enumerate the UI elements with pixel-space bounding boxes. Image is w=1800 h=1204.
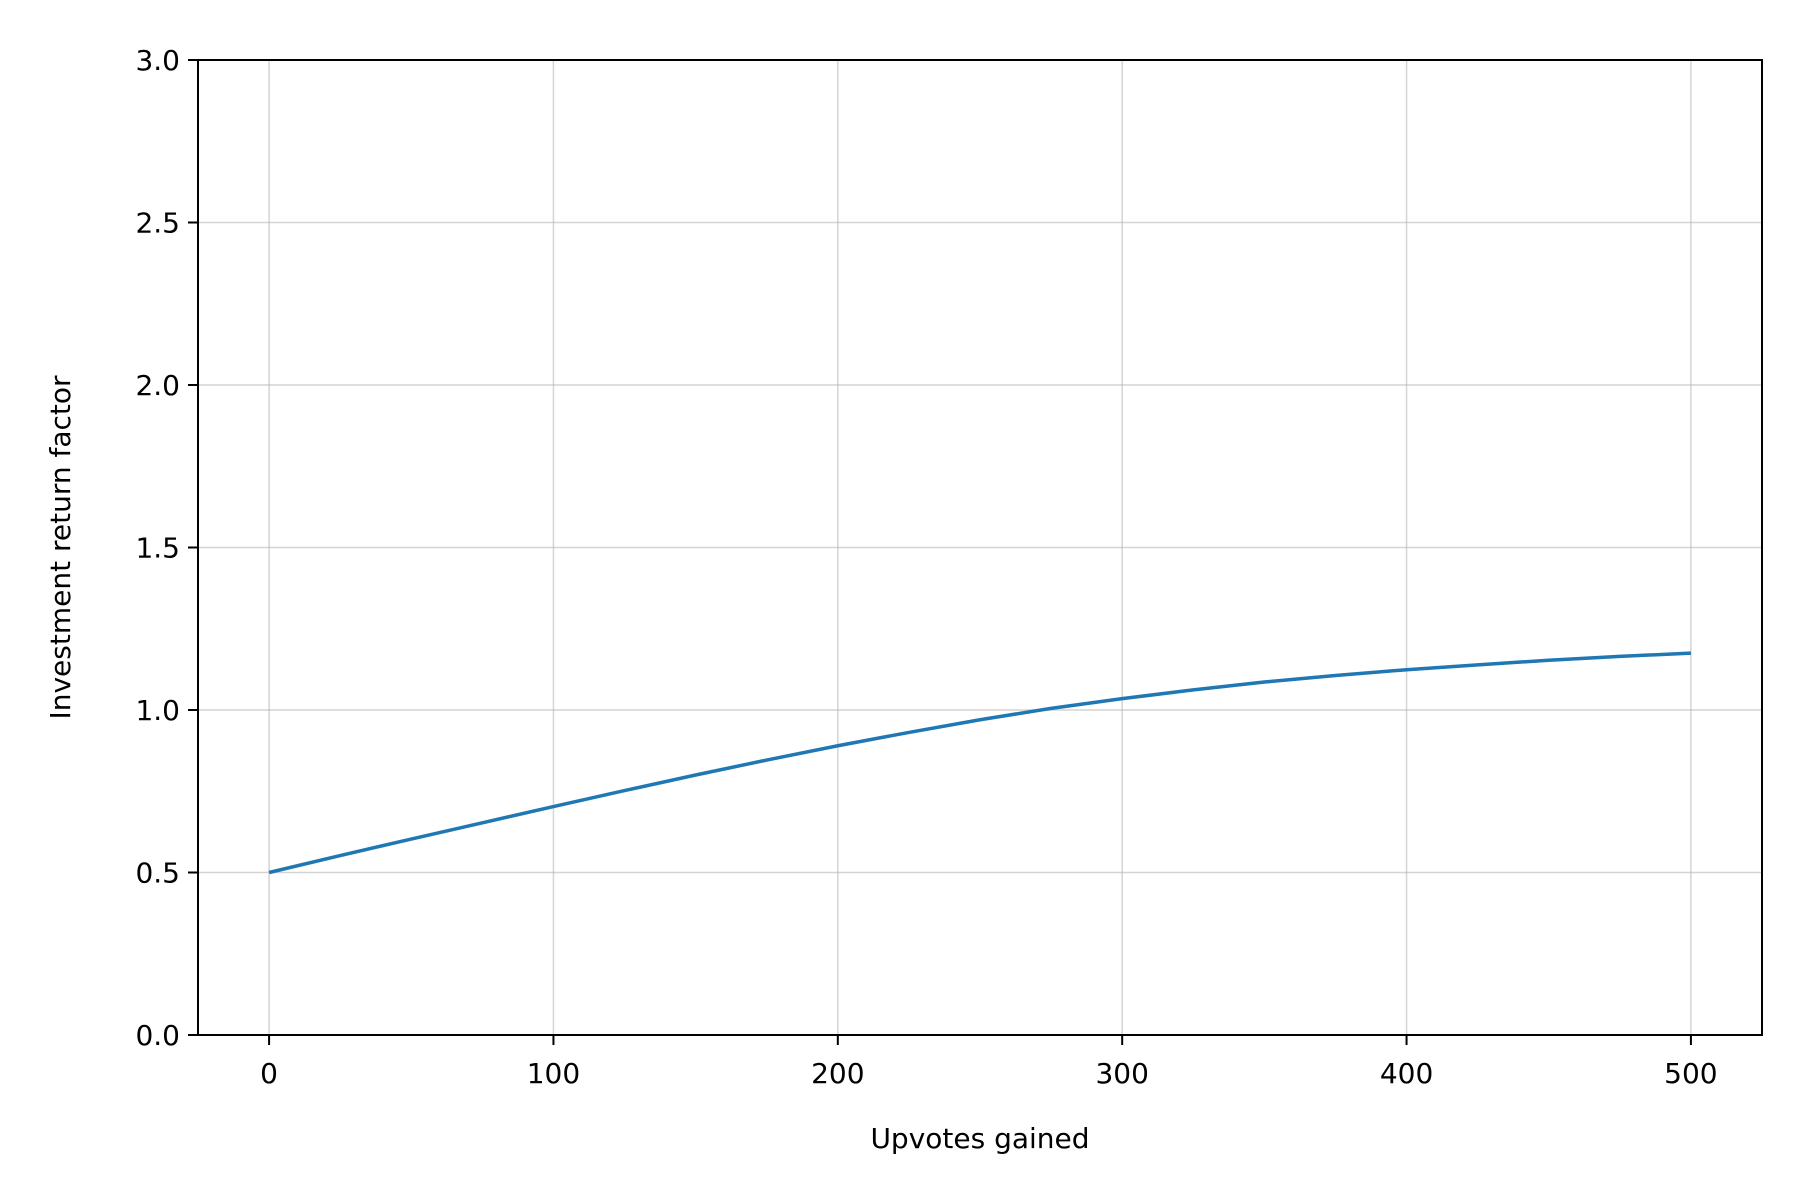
y-tick-label: 2.5 bbox=[135, 207, 180, 240]
grid bbox=[198, 60, 1762, 1035]
y-tick-label: 2.0 bbox=[135, 369, 180, 402]
x-tick-label: 400 bbox=[1380, 1057, 1433, 1090]
y-tick-label: 1.0 bbox=[135, 694, 180, 727]
y-axis-label: Investment return factor bbox=[44, 375, 77, 720]
axis-ticks: 0 100 200 300 400 500 0.0 0.5 1.0 1.5 2.0 2.5 3.0 bbox=[135, 44, 1717, 1090]
y-tick-label: 3.0 bbox=[135, 44, 180, 77]
x-tick-label: 500 bbox=[1664, 1057, 1717, 1090]
y-tick-label: 1.5 bbox=[135, 532, 180, 565]
x-tick-label: 0 bbox=[260, 1057, 278, 1090]
x-tick-label: 300 bbox=[1095, 1057, 1148, 1090]
x-tick-label: 200 bbox=[811, 1057, 864, 1090]
x-tick-label: 100 bbox=[527, 1057, 580, 1090]
series-layer bbox=[268, 651, 1691, 875]
y-tick-label: 0.0 bbox=[135, 1019, 180, 1052]
x-axis-label: Upvotes gained bbox=[870, 1122, 1089, 1155]
series-line bbox=[268, 651, 1691, 875]
y-tick-label: 0.5 bbox=[135, 857, 180, 890]
